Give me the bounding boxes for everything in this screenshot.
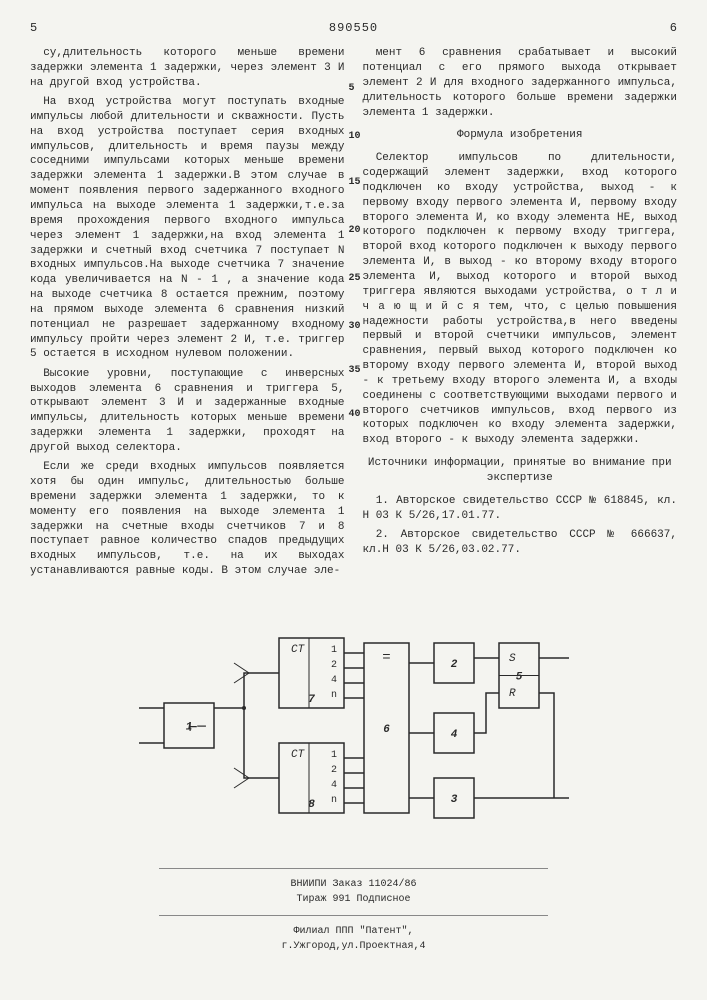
- svg-text:1: 1: [330, 750, 336, 761]
- svg-text:5: 5: [515, 672, 522, 684]
- svg-text:2: 2: [450, 659, 457, 671]
- svg-text:4: 4: [330, 675, 336, 686]
- svg-text:4: 4: [330, 780, 336, 791]
- formula-title: Формула изобретения: [363, 128, 678, 143]
- footer: ВНИИПИ Заказ 11024/86 Тираж 991 Подписно…: [30, 868, 677, 954]
- svg-text:S: S: [509, 653, 516, 665]
- right-column: 510152025303540 мент 6 сравнения срабаты…: [363, 46, 678, 583]
- patent-number: 890550: [329, 20, 378, 36]
- para: Если же среди входных импульсов появляет…: [30, 460, 345, 579]
- src: 2. Авторское свидетельство СССР № 666637…: [363, 528, 678, 558]
- page-right: 6: [670, 20, 677, 36]
- svg-text:2: 2: [330, 660, 336, 671]
- page-left: 5: [30, 20, 37, 36]
- svg-text:3: 3: [450, 794, 457, 806]
- para: су,длительность которого меньше времени …: [30, 46, 345, 91]
- svg-text:n: n: [330, 795, 336, 806]
- left-column: су,длительность которого меньше времени …: [30, 46, 345, 583]
- svg-text:CT: CT: [291, 749, 306, 761]
- svg-text:2: 2: [330, 765, 336, 776]
- footer-branch: Филиал ППП "Патент",: [30, 924, 677, 939]
- para: На вход устройства могут поступать входн…: [30, 95, 345, 362]
- svg-text:⊢─: ⊢─: [189, 719, 206, 735]
- svg-text:1: 1: [330, 645, 336, 656]
- svg-text:R: R: [509, 688, 516, 700]
- text-columns: су,длительность которого меньше времени …: [30, 46, 677, 583]
- svg-text:6: 6: [383, 724, 390, 736]
- src: 1. Авторское свидетельство СССР № 618845…: [363, 494, 678, 524]
- sources-title: Источники информации, принятые во вниман…: [363, 456, 678, 486]
- footer-tirage: Тираж 991 Подписное: [30, 892, 677, 907]
- para: Селектор импульсов по длительности, соде…: [363, 151, 678, 448]
- header-row: 5 890550 6: [30, 20, 677, 36]
- footer-address: г.Ужгород,ул.Проектная,4: [30, 939, 677, 954]
- circuit-diagram: 1⊢─7CT124n8CT124n6=2435SR: [134, 603, 574, 853]
- para: Высокие уровни, поступающие с инверсных …: [30, 367, 345, 456]
- para: мент 6 сравнения срабатывает и высокий п…: [363, 46, 678, 120]
- svg-text:CT: CT: [291, 644, 306, 656]
- footer-order: ВНИИПИ Заказ 11024/86: [30, 877, 677, 892]
- svg-text:4: 4: [450, 729, 457, 741]
- svg-text:n: n: [330, 690, 336, 701]
- svg-text:=: =: [382, 650, 390, 666]
